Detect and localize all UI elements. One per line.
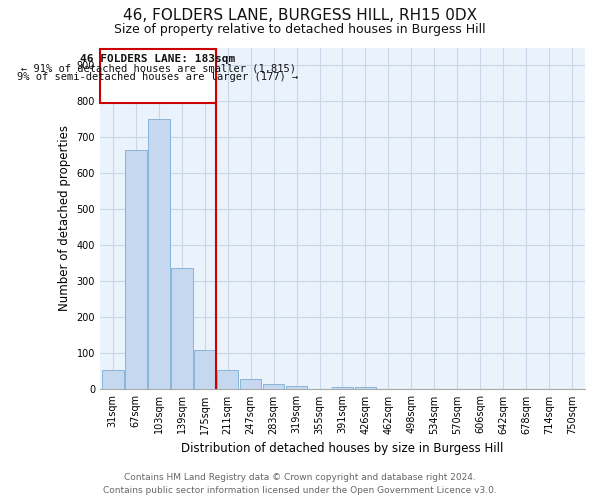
Text: Size of property relative to detached houses in Burgess Hill: Size of property relative to detached ho… (114, 22, 486, 36)
Text: ← 91% of detached houses are smaller (1,815): ← 91% of detached houses are smaller (1,… (20, 64, 296, 74)
Text: 9% of semi-detached houses are larger (177) →: 9% of semi-detached houses are larger (1… (17, 72, 299, 82)
Bar (170, 268, 193, 390)
Bar (125, 150, 146, 390)
Bar (332, 386, 353, 390)
Text: 46 FOLDERS LANE: 183sqm: 46 FOLDERS LANE: 183sqm (80, 54, 236, 64)
Bar (239, 380, 262, 390)
Bar (263, 384, 284, 390)
Bar (355, 386, 376, 390)
Y-axis label: Number of detached properties: Number of detached properties (58, 126, 71, 312)
X-axis label: Distribution of detached houses by size in Burgess Hill: Distribution of detached houses by size … (181, 442, 503, 455)
FancyBboxPatch shape (100, 50, 216, 104)
Bar (102, 370, 124, 390)
Bar (217, 370, 238, 390)
Bar (148, 120, 170, 390)
Bar (194, 350, 215, 390)
Bar (286, 386, 307, 390)
Text: 46, FOLDERS LANE, BURGESS HILL, RH15 0DX: 46, FOLDERS LANE, BURGESS HILL, RH15 0DX (123, 8, 477, 22)
Text: Contains HM Land Registry data © Crown copyright and database right 2024.
Contai: Contains HM Land Registry data © Crown c… (103, 473, 497, 495)
